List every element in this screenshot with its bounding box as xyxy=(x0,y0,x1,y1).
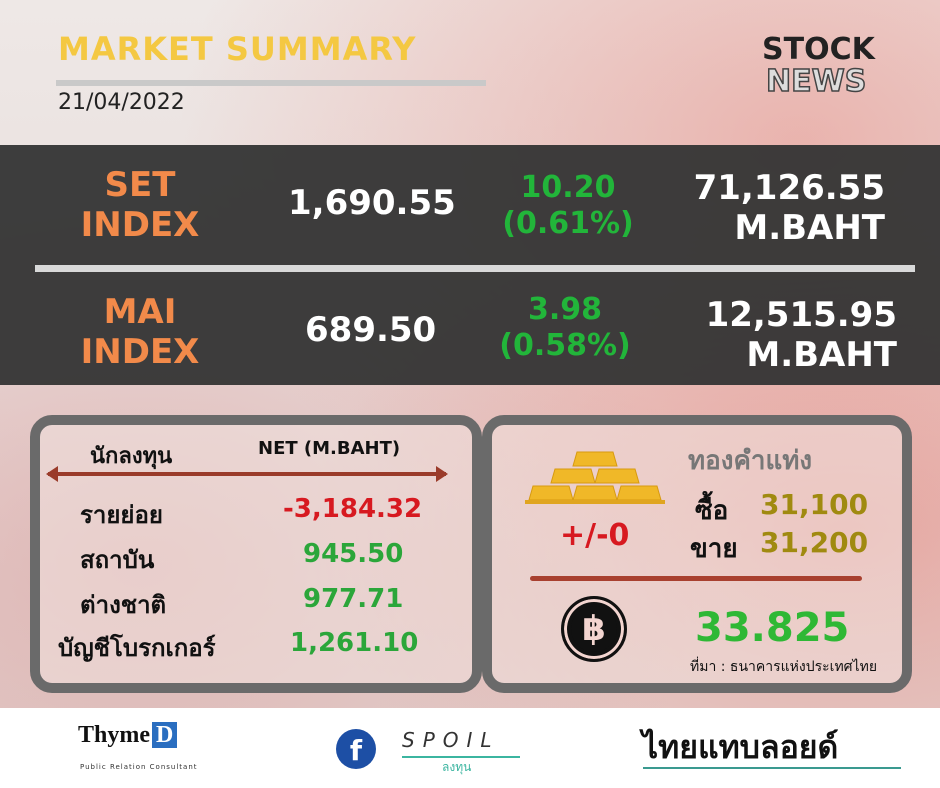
investor-label-foreign: ต่างชาติ xyxy=(80,591,167,619)
mai-index-value: 689.50 xyxy=(305,310,437,350)
header-arrow-icon xyxy=(48,472,446,476)
arrow-right-icon xyxy=(436,466,448,482)
thyme-logo: Thyme D xyxy=(78,722,178,749)
investor-label-broker: บัญชีโบรกเกอร์ xyxy=(58,634,216,662)
investor-value-broker: 1,261.10 xyxy=(290,628,419,658)
gold-fx-panel xyxy=(482,415,912,693)
mai-index-change: 3.98 (0.58%) xyxy=(499,292,631,363)
date-label: 21/04/2022 xyxy=(58,90,185,115)
stock-news-logo-news: NEWS xyxy=(765,64,867,99)
investor-value-foreign: 977.71 xyxy=(303,584,404,614)
title-underline xyxy=(56,80,486,86)
gold-sell-value: 31,200 xyxy=(760,526,869,559)
arrow-left-icon xyxy=(46,466,58,482)
gold-buy-label: ซื้อ xyxy=(695,496,729,526)
set-index-volume: 71,126.55 M.BAHT xyxy=(693,168,885,248)
gold-sell-label: ขาย xyxy=(690,534,738,564)
gold-buy-value: 31,100 xyxy=(760,488,869,521)
set-index-change: 10.20 (0.61%) xyxy=(502,170,634,241)
spoil-underline xyxy=(402,756,520,758)
gold-change: +/-0 xyxy=(560,518,630,553)
gold-fx-divider xyxy=(530,576,862,581)
investor-value-institution: 945.50 xyxy=(303,539,404,569)
fx-source: ที่มา : ธนาคารแห่งประเทศไทย xyxy=(690,659,878,675)
investor-label-institution: สถาบัน xyxy=(80,546,155,574)
investor-value-retail: -3,184.32 xyxy=(283,494,423,524)
fx-rate: 33.825 xyxy=(695,605,850,651)
gold-title: ทองคำแท่ง xyxy=(688,446,813,476)
thaiblog-logo: ไทยแทบลอยด์ xyxy=(642,728,839,766)
footer xyxy=(0,708,940,788)
page-title: MARKET SUMMARY xyxy=(58,30,417,68)
mai-index-volume: 12,515.95 M.BAHT xyxy=(705,295,897,375)
gold-bars-icon xyxy=(525,451,665,504)
set-index-value: 1,690.55 xyxy=(288,183,456,223)
facebook-icon[interactable]: f xyxy=(336,729,376,769)
index-divider xyxy=(35,265,915,272)
mai-index-label: MAI INDEX xyxy=(80,292,200,372)
net-header: NET (M.BAHT) xyxy=(258,438,401,459)
thaiblog-underline xyxy=(643,767,901,769)
investor-panel xyxy=(30,415,482,693)
thyme-subtitle: Public Relation Consultant xyxy=(80,763,198,771)
investor-header: นักลงทุน xyxy=(90,444,173,469)
spoil-subtitle: ลงทุน xyxy=(442,760,472,774)
set-index-label: SET INDEX xyxy=(80,165,200,245)
investor-label-retail: รายย่อย xyxy=(80,501,163,529)
baht-coin-icon: ฿ xyxy=(561,596,627,662)
spoil-logo: SPOIL xyxy=(402,728,500,752)
stock-news-logo: STOCK xyxy=(762,32,875,67)
